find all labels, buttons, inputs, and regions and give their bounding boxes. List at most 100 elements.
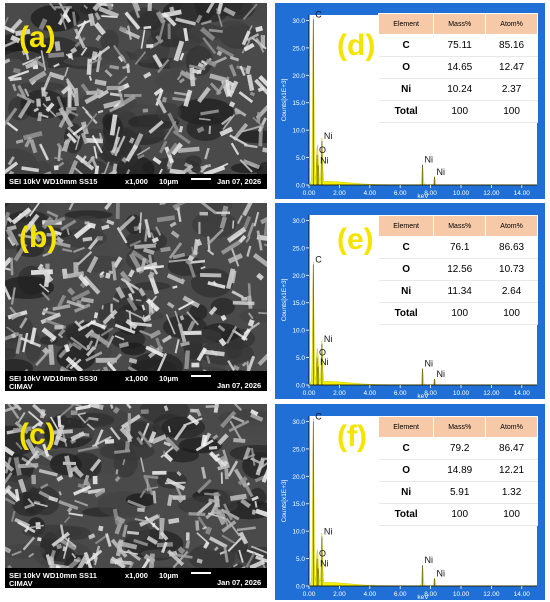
sem-crystal	[219, 216, 228, 229]
sem-crystal	[63, 343, 71, 353]
sem-crystal	[94, 22, 106, 36]
sem-crystal	[129, 239, 142, 248]
sem-crystal	[159, 203, 166, 205]
sem-crystal	[184, 350, 191, 370]
sem-crystal	[152, 156, 162, 165]
y-tick-label: 15.0	[292, 501, 305, 508]
sem-crystal	[15, 139, 24, 144]
table-cell: 86.47	[485, 437, 538, 460]
sem-settings: SEI 10kV WD10mm SS11	[9, 571, 97, 580]
sem-crystal	[115, 286, 126, 299]
x-tick-label: 4.00	[363, 591, 376, 598]
sem-crystal	[162, 12, 177, 27]
sem-crystal	[98, 525, 104, 532]
sem-crystal	[134, 51, 147, 65]
y-tick-label: 20.0	[292, 273, 305, 280]
sem-crystal	[223, 546, 229, 563]
sem-crystal	[111, 136, 121, 154]
sem-crystal	[185, 532, 190, 541]
sem-crystal	[48, 3, 57, 11]
sem-crystal	[62, 248, 73, 253]
sem-panel-c: (c) SEI 10kV WD10mm SS11 x1,000 10µm Jan…	[5, 404, 267, 588]
sem-crystal	[150, 264, 159, 275]
sem-crystal	[136, 146, 151, 156]
sem-crystal	[15, 441, 23, 450]
sem-crystal	[251, 495, 259, 502]
table-cell: 12.56	[433, 258, 486, 281]
sem-crystal	[68, 203, 78, 211]
sem-crystal	[222, 449, 230, 467]
sem-crystal	[42, 251, 52, 257]
sem-crystal	[175, 486, 183, 498]
sem-crystal	[86, 340, 94, 351]
sem-crystal	[253, 211, 260, 227]
table-cell: 12.21	[485, 459, 538, 482]
sem-crystal	[95, 34, 102, 42]
x-tick-label: 6.00	[394, 190, 407, 197]
sem-crystal	[11, 332, 17, 339]
sem-crystal	[109, 102, 125, 113]
sem-crystal	[85, 351, 103, 362]
sem-shadow	[186, 115, 225, 141]
sem-crystal	[73, 262, 79, 274]
sem-crystal	[188, 512, 206, 517]
sem-crystal	[20, 336, 42, 348]
sem-crystal	[195, 14, 203, 24]
sem-crystal	[249, 163, 256, 168]
sem-shadow	[71, 255, 125, 273]
sem-crystal	[230, 142, 240, 156]
sem-crystal	[95, 357, 117, 363]
sem-crystal	[221, 534, 236, 545]
sem-crystal	[245, 552, 256, 568]
sem-date: Jan 07, 2026	[217, 578, 262, 587]
sem-crystal	[41, 347, 50, 355]
table-cell: 11.34	[433, 280, 486, 303]
y-tick-label: 5.0	[296, 155, 305, 162]
sem-crystal	[239, 65, 246, 77]
sem-crystal	[187, 414, 200, 426]
table-header: Mass%	[433, 215, 487, 237]
sem-crystal	[73, 303, 91, 313]
sem-crystal	[227, 253, 243, 264]
table-row: C 75.11 85.16	[378, 34, 538, 57]
sem-crystal	[240, 498, 251, 509]
sem-crystal	[80, 132, 89, 145]
sem-crystal	[157, 58, 170, 74]
sem-crystal	[192, 68, 202, 75]
sem-crystal	[145, 345, 165, 358]
sem-crystal	[248, 312, 254, 320]
sem-scale-text: 10µm	[159, 571, 179, 580]
sem-crystal	[172, 252, 186, 260]
sem-crystal	[101, 15, 118, 18]
sem-crystal	[168, 550, 178, 557]
sem-crystal	[17, 478, 27, 493]
sem-crystal	[58, 490, 62, 496]
sem-crystal	[93, 145, 98, 159]
sem-crystal	[71, 341, 83, 351]
sem-crystal	[152, 53, 163, 68]
sem-crystal	[149, 295, 158, 305]
sem-crystal	[6, 121, 19, 132]
sem-crystal	[71, 11, 77, 26]
sem-crystal	[28, 524, 45, 529]
sem-crystal	[13, 456, 22, 476]
sem-crystal	[94, 533, 109, 545]
sem-crystal	[179, 278, 185, 285]
sem-crystal	[199, 203, 217, 215]
sem-date: Jan 07, 2026	[217, 381, 262, 390]
sem-info-bar: SEI 10kV WD10mm SS30 x1,000 10µm Jan 07,…	[5, 371, 267, 391]
sem-crystal	[252, 253, 267, 269]
sem-crystal	[197, 86, 211, 103]
sem-shadow	[5, 348, 17, 359]
table-header: Mass%	[433, 13, 487, 35]
x-tick-label: 2.00	[333, 591, 346, 598]
sem-crystal	[124, 423, 132, 443]
y-tick-label: 30.0	[292, 218, 305, 225]
sem-crystal	[86, 423, 95, 431]
sem-crystal	[28, 552, 35, 558]
table-row: Total 100 100	[378, 100, 538, 123]
peak-label: Ni	[320, 155, 329, 165]
sem-crystal	[75, 154, 95, 171]
sem-crystal	[144, 486, 159, 491]
sem-crystal	[28, 203, 43, 217]
